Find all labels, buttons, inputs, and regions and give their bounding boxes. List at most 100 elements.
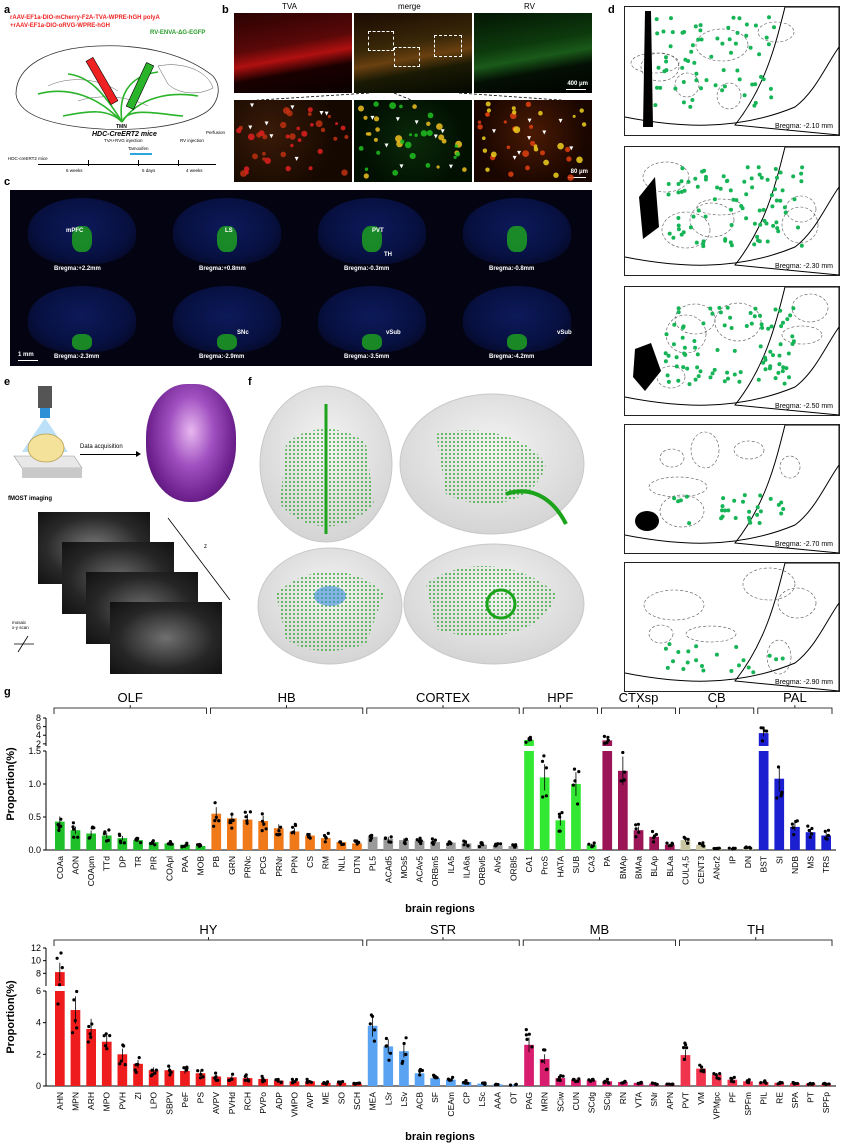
y-tick-label: 4 — [36, 730, 41, 740]
tick-label-CEAm: CEAm — [446, 1092, 456, 1117]
labeled-neuron — [765, 239, 770, 244]
tick-label-ILA5: ILA5 — [446, 856, 456, 874]
data-point — [216, 1078, 220, 1082]
labeled-neuron — [749, 176, 754, 181]
labeled-neuron — [737, 379, 742, 384]
labeled-neuron — [790, 342, 795, 346]
labeled-neuron — [691, 214, 696, 219]
labeled-neuron — [708, 375, 713, 380]
labeled-neuron — [759, 74, 763, 79]
y-tick-label: 1.0 — [28, 779, 41, 789]
y-tick-label: 0.5 — [28, 812, 41, 822]
tick-label-SCig: SCig — [602, 1092, 612, 1111]
data-point — [228, 821, 232, 825]
labeled-neuron — [674, 355, 679, 360]
labeled-neuron — [689, 49, 694, 54]
tick-label-SF: SF — [430, 1092, 440, 1103]
labeled-neuron — [686, 59, 691, 63]
labeled-neuron — [758, 344, 763, 349]
labeled-neuron — [800, 165, 805, 170]
labeled-neuron — [731, 15, 736, 20]
data-point — [732, 847, 736, 851]
labeled-neuron — [735, 30, 740, 35]
labeled-neuron — [791, 306, 796, 311]
data-point — [103, 1044, 107, 1048]
data-point — [87, 1024, 91, 1029]
data-point — [182, 1066, 186, 1070]
y-tick-label: 2 — [36, 739, 41, 749]
labeled-neuron — [679, 179, 684, 184]
data-point — [603, 1079, 607, 1083]
bar-PCG — [258, 821, 268, 850]
labeled-neuron — [663, 646, 668, 651]
data-point — [137, 1056, 141, 1060]
bar-PIR — [148, 842, 159, 850]
bar-ProS — [539, 777, 550, 850]
brain-outline — [734, 563, 839, 691]
data-point — [683, 1041, 687, 1045]
data-point — [634, 827, 638, 831]
gfp-signal — [362, 334, 382, 350]
bar-PVH — [117, 1054, 128, 1086]
labeled-neuron — [729, 50, 733, 55]
labeled-neuron — [777, 353, 782, 358]
bar-COApl — [164, 843, 175, 850]
tick-label-CS: CS — [305, 856, 315, 868]
tick-label-PAG: PAG — [524, 1092, 534, 1109]
virus-line-1: rAAV-EF1a-DIO-mCherry-F2A-TVA-WPRE-hGH p… — [10, 15, 160, 21]
labeled-neuron — [695, 184, 700, 189]
labeled-neuron — [710, 311, 715, 316]
labeled-neuron — [715, 185, 720, 190]
labeled-neuron — [782, 381, 787, 386]
tick-label-PCG: PCG — [258, 856, 268, 874]
section-bregma-label: Bregma:-0.8mm — [489, 266, 535, 272]
bar-HATA — [555, 820, 566, 850]
tick-label-SCiw: SCiw — [555, 1091, 565, 1112]
tva-overview — [234, 13, 352, 93]
labeled-neuron — [745, 165, 750, 170]
data-point — [244, 1073, 248, 1077]
data-point — [763, 1079, 767, 1083]
section-bregma-label: Bregma:-2.9mm — [199, 354, 245, 360]
group-label-CB: CB — [708, 690, 726, 705]
labeled-neuron — [676, 182, 681, 186]
labeled-neuron — [755, 505, 760, 510]
brain-outline — [734, 425, 839, 553]
gfp-signal — [72, 226, 92, 252]
data-point — [433, 838, 437, 842]
bar-VMPO — [289, 1081, 300, 1087]
data-point — [544, 1068, 549, 1072]
labeled-neuron — [693, 377, 698, 382]
rv-label: RV-ENVA-ΔG-EGFP — [150, 30, 206, 36]
labeled-neuron — [664, 332, 669, 337]
data-point — [712, 846, 716, 851]
labeled-neuron — [718, 310, 723, 315]
data-point — [230, 812, 234, 816]
tick-label-PVHd: PVHd — [227, 1092, 237, 1114]
data-point — [493, 844, 497, 848]
data-point — [511, 843, 515, 847]
fmost-label: fMOST imaging — [8, 496, 52, 502]
labeled-neuron — [771, 353, 775, 358]
group-label-OLF: OLF — [118, 690, 143, 705]
data-point — [513, 845, 517, 849]
acquisition-label: Data acquisition — [80, 444, 123, 450]
atlas-section: Bregma: -2.70 mm — [624, 424, 840, 554]
labeled-neuron — [759, 175, 764, 180]
labeled-neuron — [741, 499, 745, 504]
labeled-neuron — [690, 98, 695, 102]
labeled-neuron — [681, 230, 686, 235]
bar-VPMpc — [711, 1074, 722, 1086]
tick-label-AON: AON — [70, 856, 80, 874]
atlas-region-outline — [648, 624, 674, 644]
data-point — [748, 845, 752, 849]
bregma-label: Bregma: -2.10 mm — [775, 123, 833, 130]
data-point — [198, 1076, 203, 1080]
tick-label-BLAp: BLAp — [649, 856, 659, 877]
data-point — [686, 841, 690, 845]
data-point — [824, 1082, 828, 1086]
data-point — [153, 1071, 157, 1075]
data-point — [227, 1078, 231, 1082]
data-point — [70, 1031, 75, 1035]
tick-label-AAA: AAA — [493, 1092, 503, 1109]
